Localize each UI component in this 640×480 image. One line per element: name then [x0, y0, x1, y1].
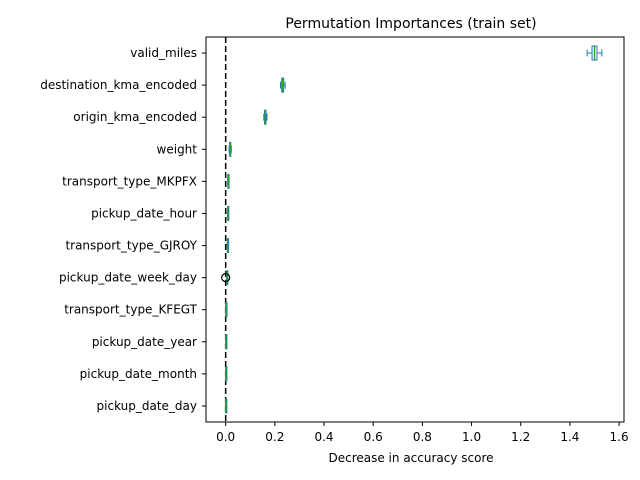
- x-tick-label-2: 0.4: [314, 430, 333, 444]
- outlier-pickup_date_week_day-0: [221, 273, 231, 283]
- x-axis-label: Decrease in accuracy score: [328, 451, 493, 465]
- box-pickup_date_day: [224, 398, 228, 414]
- box-valid_miles: [586, 45, 603, 61]
- plot-frame: [205, 36, 625, 423]
- y-tick-label-pickup_date_week_day: pickup_date_week_day: [59, 271, 197, 285]
- plot-area: [205, 36, 625, 423]
- box-transport_type_KFEGT: [225, 302, 228, 318]
- box-weight: [228, 141, 232, 157]
- x-tick-label-8: 1.6: [610, 430, 629, 444]
- y-tick-label-weight: weight: [157, 142, 198, 156]
- y-tick-label-transport_type_MKPFX: transport_type_MKPFX: [62, 174, 197, 188]
- y-axis: valid_miles destination_kma_encodedorigin…: [40, 46, 206, 413]
- box-pickup_date_year: [225, 334, 228, 350]
- y-tick-label-valid_miles: valid_miles: [130, 46, 197, 60]
- chart-title: Permutation Importances (train set): [285, 16, 536, 32]
- box-pickup_date_hour: [226, 205, 230, 221]
- y-tick-label-origin_kma_encoded: origin_kma_encoded: [73, 110, 197, 124]
- box-destination_kma_encoded: [280, 77, 286, 93]
- x-tick-label-1: 0.2: [265, 430, 284, 444]
- chart-marks: [221, 37, 603, 422]
- x-tick-label-7: 1.4: [560, 430, 579, 444]
- box-pickup_date_week_day: [221, 270, 231, 286]
- y-tick-label-pickup_date_hour: pickup_date_hour: [91, 206, 197, 220]
- y-tick-label-pickup_date_year: pickup_date_year: [92, 335, 197, 349]
- x-axis: 0.0 0.2 0.4 0.6 0.8 1.0 1.2 1.4 1.6: [216, 422, 629, 444]
- box-transport_type_MKPFX: [227, 173, 230, 189]
- box-pickup_date_month: [225, 366, 228, 382]
- x-tick-label-6: 1.2: [511, 430, 530, 444]
- y-tick-label-destination_kma_encoded: destination_kma_encoded: [40, 78, 197, 92]
- box-origin_kma_encoded: [263, 109, 268, 125]
- x-tick-label-5: 1.0: [462, 430, 481, 444]
- x-tick-label-0: 0.0: [216, 430, 235, 444]
- box-transport_type_GJROY: [226, 238, 230, 254]
- x-tick-label-4: 0.8: [413, 430, 432, 444]
- x-tick-label-3: 0.6: [364, 430, 383, 444]
- y-tick-label-transport_type_KFEGT: transport_type_KFEGT: [64, 303, 197, 317]
- y-tick-label-transport_type_GJROY: transport_type_GJROY: [65, 239, 197, 253]
- y-tick-label-pickup_date_day: pickup_date_day: [97, 399, 197, 413]
- y-tick-label-pickup_date_month: pickup_date_month: [80, 367, 197, 381]
